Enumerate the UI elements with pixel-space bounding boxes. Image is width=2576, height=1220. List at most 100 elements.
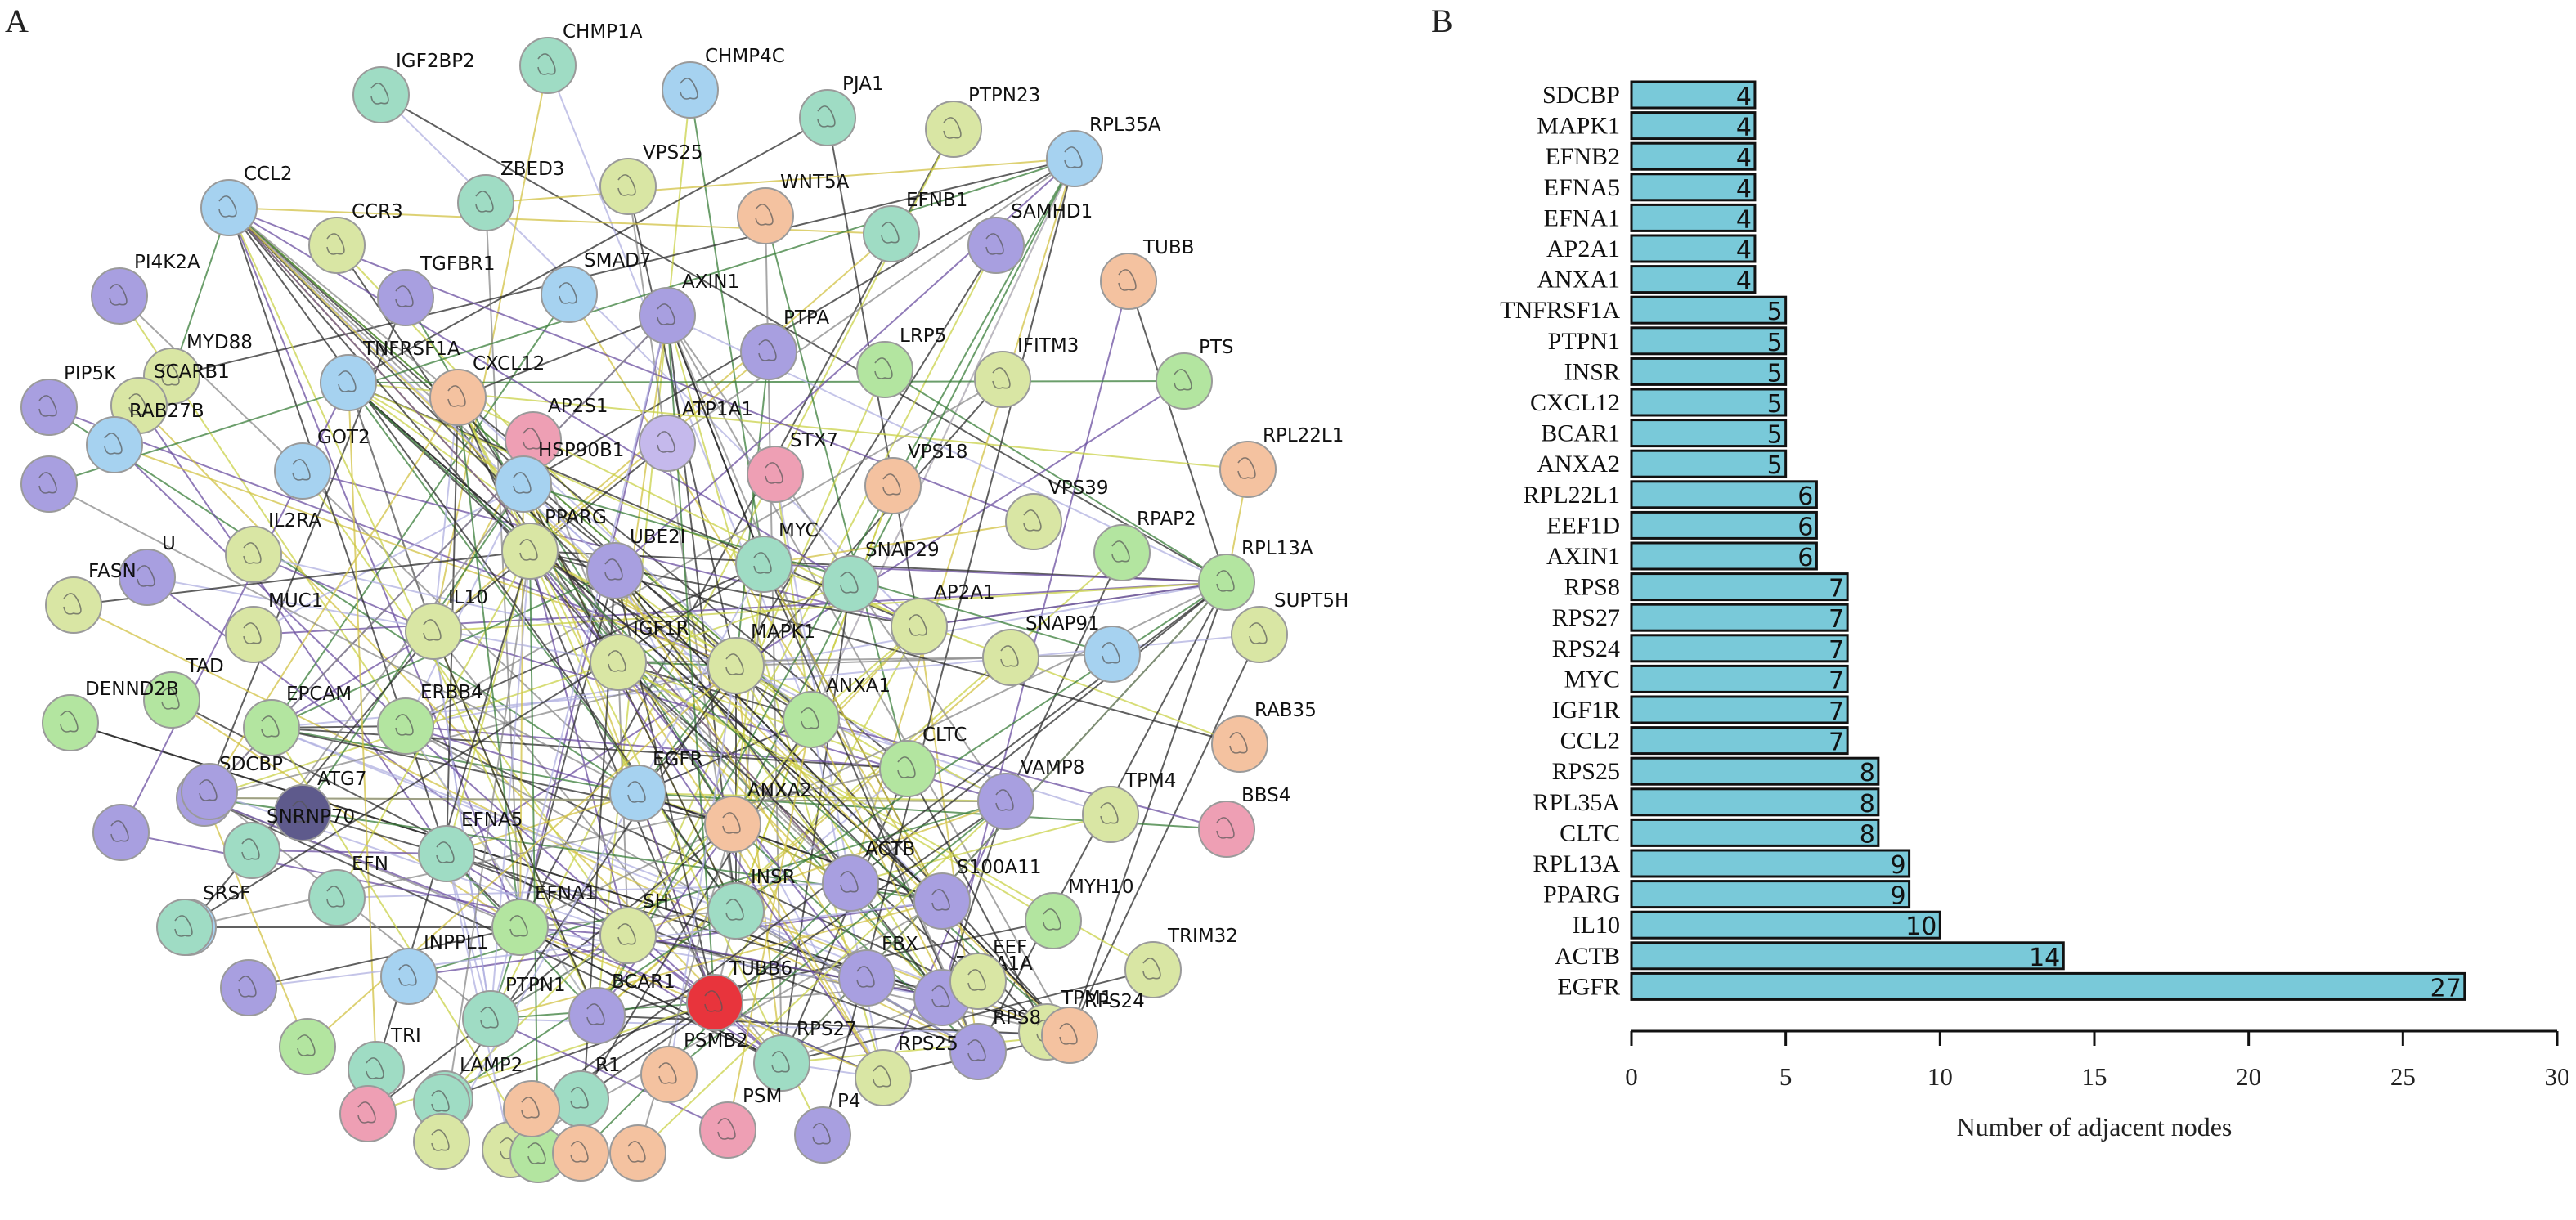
node-circle <box>568 987 626 1044</box>
node-circle <box>20 379 78 436</box>
network-edge <box>781 768 909 1064</box>
node-circle <box>891 598 948 655</box>
node-label: SAMHD1 <box>1011 201 1093 222</box>
category-label: CCL2 <box>1560 728 1620 755</box>
network-node: RPS8 <box>949 1007 1041 1080</box>
protein-structure-icon <box>1237 457 1256 479</box>
node-label: PSM <box>743 1086 782 1107</box>
network-node: FASN <box>45 561 137 634</box>
network-edge <box>714 626 920 1003</box>
node-circle <box>339 1085 397 1142</box>
node-circle <box>925 101 982 158</box>
network-edge <box>637 801 1007 1154</box>
network-nodes: IGF2BP2 CHMP1A CHMP4C PJA1 PTPN23 RPL35A ZBED3… <box>20 21 1349 1183</box>
bar-value-label: 9 <box>1891 882 1906 911</box>
network-node: ACTB <box>822 839 915 912</box>
protein-structure-icon <box>817 105 836 128</box>
bar-value-label: 4 <box>1736 267 1752 296</box>
network-edge <box>271 630 434 729</box>
network-node: EFNB1 <box>863 190 967 262</box>
node-circle <box>42 694 99 751</box>
node-label: ZBED3 <box>500 159 564 180</box>
bar-value-label: 5 <box>1767 329 1783 357</box>
network-node: RPS24 <box>1041 991 1145 1064</box>
network-node: PPARG <box>501 507 607 580</box>
node-circle <box>609 765 666 822</box>
node-label: SRSF <box>203 883 250 904</box>
network-edge <box>732 563 765 825</box>
node-circle <box>1093 524 1151 581</box>
node-circle <box>181 763 238 820</box>
node-circle <box>495 455 552 513</box>
node-label: VAMP8 <box>1021 757 1084 778</box>
network-edge <box>666 315 1007 802</box>
protein-structure-icon <box>527 1142 546 1164</box>
network-node: VPS25 <box>599 142 702 215</box>
network-node: ERBB4 <box>377 682 483 755</box>
protein-structure-icon <box>370 83 389 105</box>
protein-structure-icon <box>717 1118 736 1140</box>
node-circle <box>552 1124 609 1182</box>
ppi-network: IGF2BP2 CHMP1A CHMP4C PJA1 PTPN23 RPL35A ZBED3… <box>20 21 1349 1183</box>
bar <box>1630 971 2466 1001</box>
node-label: TRI <box>390 1025 421 1047</box>
node-circle <box>86 416 143 473</box>
network-node <box>92 804 150 861</box>
network-edge <box>271 727 639 794</box>
bar-value-label: 4 <box>1736 205 1752 234</box>
protein-structure-icon <box>753 552 772 574</box>
category-label: CLTC <box>1560 819 1620 846</box>
network-node: PIP5K <box>20 363 117 436</box>
node-label: RPS24 <box>1084 991 1145 1012</box>
node-circle <box>590 634 647 691</box>
protein-structure-icon <box>882 473 901 496</box>
network-node <box>413 1113 470 1170</box>
node-circle <box>429 369 487 426</box>
network-edge <box>666 315 979 1052</box>
network-edge <box>490 1018 729 1131</box>
node-label: VPS25 <box>643 142 702 164</box>
protein-structure-icon <box>1111 540 1130 563</box>
network-node <box>20 455 78 513</box>
network-node: RPL22L1 <box>1219 425 1344 498</box>
network-node: MUC1 <box>225 590 323 663</box>
node-label: RAB27B <box>129 401 204 422</box>
category-label: RPS8 <box>1564 574 1620 601</box>
node-circle <box>974 351 1031 408</box>
node-circle <box>308 217 366 274</box>
node-label: MAPK1 <box>751 621 815 643</box>
protein-structure-icon <box>423 619 442 641</box>
bar-value-label: 7 <box>1829 697 1844 726</box>
bar <box>1630 664 1849 693</box>
protein-structure-icon <box>1249 622 1268 644</box>
node-circle <box>640 1046 698 1103</box>
bar-value-label: 14 <box>2029 944 2060 972</box>
network-edge <box>228 207 1048 1033</box>
network-node: ANXA2 <box>704 780 812 853</box>
node-circle <box>949 1023 1007 1080</box>
node-label: RPS8 <box>993 1007 1041 1029</box>
category-label: EFNA1 <box>1544 204 1620 231</box>
bar <box>1630 572 1849 602</box>
x-tick-label: 30 <box>2545 1062 2569 1091</box>
node-circle <box>405 603 462 660</box>
node-circle <box>949 953 1007 1010</box>
network-node: EEF <box>949 937 1027 1010</box>
protein-structure-icon <box>771 1051 790 1073</box>
network-node: P4 <box>794 1091 861 1164</box>
bar <box>1630 695 1849 724</box>
node-circle <box>879 740 936 797</box>
network-node <box>552 1124 609 1182</box>
network-node: PTPN23 <box>925 85 1040 158</box>
node-circle <box>699 1101 756 1159</box>
node-label: IL2RA <box>268 510 321 532</box>
protein-structure-icon <box>840 871 859 893</box>
network-node: RPAP2 <box>1093 509 1196 581</box>
category-label: EGFR <box>1557 973 1620 1000</box>
node-label: ACTB <box>865 839 915 860</box>
node-circle <box>92 804 150 861</box>
network-node: SCARB1 <box>110 361 230 434</box>
bar-value-label: 4 <box>1736 114 1752 142</box>
node-circle <box>418 825 475 882</box>
node-circle <box>838 949 895 1007</box>
